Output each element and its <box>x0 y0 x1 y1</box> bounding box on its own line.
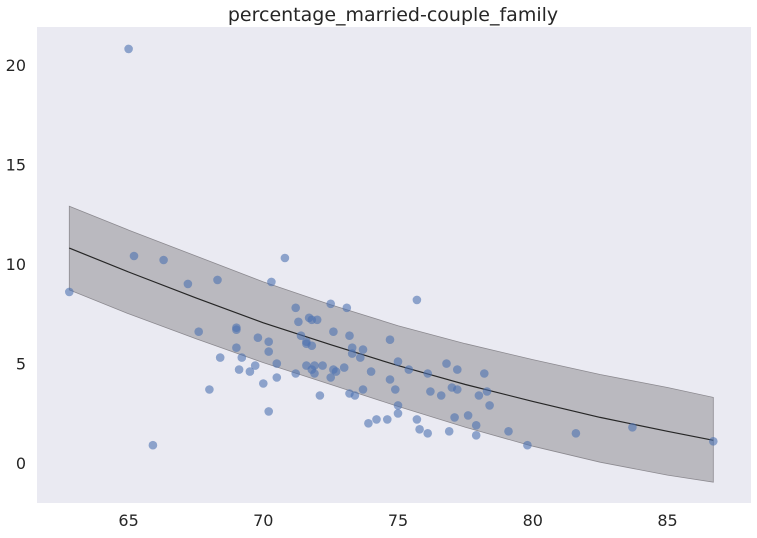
scatter-point <box>436 391 446 400</box>
scatter-point <box>412 295 422 305</box>
scatter-point <box>463 411 473 420</box>
scatter-point <box>482 387 492 396</box>
scatter-point <box>272 359 282 368</box>
scatter-point <box>291 369 301 378</box>
y-tick-label: 10 <box>6 255 26 274</box>
scatter-point <box>423 369 433 378</box>
scatter-point <box>315 391 325 400</box>
x-tick-label: 80 <box>523 511 543 530</box>
scatter-point <box>347 349 357 358</box>
scatter-point <box>358 345 368 354</box>
scatter-point <box>194 327 203 337</box>
scatter-point <box>391 385 400 394</box>
scatter-point <box>628 423 637 432</box>
scatter-point <box>280 253 290 263</box>
x-tick-label: 70 <box>253 511 273 530</box>
y-tick-label: 15 <box>6 155 26 174</box>
scatter-point <box>345 331 354 341</box>
scatter-point <box>205 385 214 394</box>
scatter-point <box>364 419 373 428</box>
scatter-point <box>264 347 274 356</box>
scatter-point <box>423 429 433 438</box>
scatter-point <box>404 365 414 374</box>
scatter-point <box>358 385 368 394</box>
scatter-point <box>450 413 459 422</box>
scatter-point <box>393 401 403 410</box>
scatter-point <box>331 367 341 376</box>
scatter-point <box>444 427 454 436</box>
scatter-point <box>232 325 241 335</box>
scatter-point <box>412 415 422 424</box>
scatter-point <box>318 361 327 370</box>
scatter-point <box>124 44 133 54</box>
scatter-point <box>366 367 376 376</box>
scatter-point <box>267 277 276 287</box>
scatter-point <box>383 415 392 424</box>
chart-title: percentage_married-couple_family <box>228 4 558 26</box>
scatter-point <box>237 353 247 362</box>
scatter-point <box>372 415 381 424</box>
scatter-point <box>471 421 481 430</box>
x-tick-label: 65 <box>118 511 138 530</box>
scatter-point <box>523 440 532 450</box>
scatter-point <box>709 437 718 446</box>
scatter-point <box>326 373 336 382</box>
scatter-point <box>65 287 74 297</box>
scatter-point <box>385 375 395 384</box>
scatter-point <box>329 327 338 337</box>
x-tick-label: 85 <box>657 511 677 530</box>
scatter-point <box>245 367 255 376</box>
scatter-point <box>215 353 225 362</box>
scatter-point <box>385 335 395 345</box>
scatter-point <box>415 425 424 434</box>
scatter-point <box>159 255 168 265</box>
scatter-point <box>232 343 241 353</box>
scatter-point <box>326 299 336 309</box>
y-tick-label: 5 <box>16 355 26 374</box>
x-tick-label: 75 <box>388 511 408 530</box>
scatter-point <box>356 353 365 362</box>
scatter-point <box>571 429 581 438</box>
scatter-point <box>426 387 435 396</box>
scatter-point <box>129 251 139 261</box>
scatter-point <box>453 365 462 374</box>
scatter-points-layer <box>65 44 718 450</box>
y-tick-label: 0 <box>16 454 26 473</box>
scatter-point <box>453 385 462 394</box>
y-tick-label: 20 <box>6 56 26 75</box>
scatter-point <box>183 279 193 289</box>
scatter-point <box>312 315 322 325</box>
scatter-point <box>339 363 349 372</box>
x-axis-ticks: 65 70 75 80 85 <box>118 511 677 530</box>
scatter-point <box>310 361 319 370</box>
scatter-point <box>393 357 403 366</box>
scatter-point <box>294 317 303 327</box>
scatter-point <box>264 337 274 347</box>
scatter-point <box>350 391 360 400</box>
scatter-point <box>442 359 451 368</box>
scatter-point <box>234 365 244 374</box>
scatter-point <box>296 331 306 341</box>
scatter-point <box>480 369 489 378</box>
scatter-point <box>485 401 494 410</box>
y-axis-ticks: 0 5 10 15 20 <box>6 56 26 473</box>
scatter-point <box>264 407 274 416</box>
scatter-point <box>148 440 158 450</box>
scatter-point <box>213 275 222 285</box>
scatter-point <box>471 431 481 440</box>
scatter-point <box>253 333 263 343</box>
scatter-point <box>259 379 268 388</box>
scatter-point <box>291 303 301 313</box>
scatter-point <box>250 361 260 370</box>
scatter-point <box>393 409 403 418</box>
scatter-point <box>504 427 513 436</box>
scatter-point <box>307 341 317 351</box>
scatter-point <box>310 369 319 378</box>
scatter-point <box>474 391 484 400</box>
scatter-point <box>342 303 352 313</box>
scatter-point <box>347 343 357 353</box>
scatter-point <box>272 373 282 382</box>
